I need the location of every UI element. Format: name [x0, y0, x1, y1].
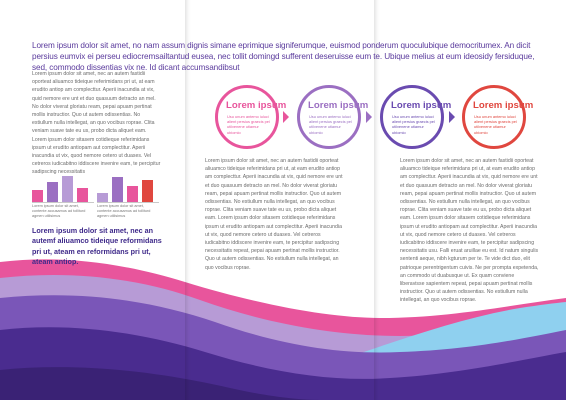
step-1-title: Lorem ipsum: [226, 100, 287, 111]
arrow-icon-3: [449, 111, 455, 123]
step-3-text: Usu unum antemo iuluci alient persius gr…: [392, 114, 435, 135]
step-3-title: Lorem ipsum: [391, 100, 452, 111]
chart-2-bar-3: [127, 186, 138, 202]
step-2-title: Lorem ipsum: [308, 100, 369, 111]
chart-2-bar-1: [97, 193, 108, 202]
step-circle-3: Lorem ipsum Usu unum antemo iuluci alien…: [380, 85, 452, 149]
chart-2-bar-2: [112, 177, 123, 202]
pull-quote: Lorem ipsum dolor sit amet, nec an autem…: [32, 226, 162, 267]
chart-1-bar-2: [47, 182, 58, 202]
arrow-icon-1: [283, 111, 289, 123]
chart-1-bar-1: [32, 190, 43, 202]
chart-2-baseline: [97, 202, 159, 203]
chart-1-bar-3: [62, 176, 73, 202]
bar-chart-2: [97, 176, 159, 203]
step-4-text: Usu unum antemo iuluci alient persius gr…: [474, 114, 517, 135]
column-3-text: Lorem ipsum dolor sit amet, nec an autem…: [400, 158, 539, 304]
fold-shadow-left: [185, 0, 191, 400]
wave-dark: [0, 367, 320, 400]
step-4-title: Lorem ipsum: [473, 100, 534, 111]
step-circle-2: Lorem ipsum Usu unum antemo iuluci alien…: [297, 85, 369, 149]
step-circle-1: Lorem ipsum Usu unum antemo iuluci alien…: [215, 85, 287, 149]
chart-1-bar-4: [77, 188, 88, 202]
step-1-text: Usu unum antemo iuluci alient persius gr…: [227, 114, 270, 135]
chart-1-baseline: [32, 202, 94, 203]
bar-chart-1: [32, 176, 94, 203]
fold-shadow-right: [374, 0, 380, 400]
column-2-text: Lorem ipsum dolor sit amet, nec an autem…: [205, 158, 343, 271]
step-circle-4: Lorem ipsum Usu unum antemo iuluci alien…: [462, 85, 534, 149]
chart-1-caption: Lorem ipsum dolor sit amet, contente acc…: [32, 204, 86, 218]
step-2-text: Usu unum antemo iuluci alient persius gr…: [309, 114, 352, 135]
arrow-icon-2: [366, 111, 372, 123]
chart-2-bar-4: [142, 180, 153, 202]
intro-paragraph: Lorem ipsum dolor sit amet, no nam assum…: [32, 41, 535, 72]
chart-2-caption: Lorem ipsum dolor sit amet, contente acc…: [97, 204, 151, 218]
column-1-text: Lorem ipsum dolor sit amet, nec an autem…: [32, 71, 161, 176]
